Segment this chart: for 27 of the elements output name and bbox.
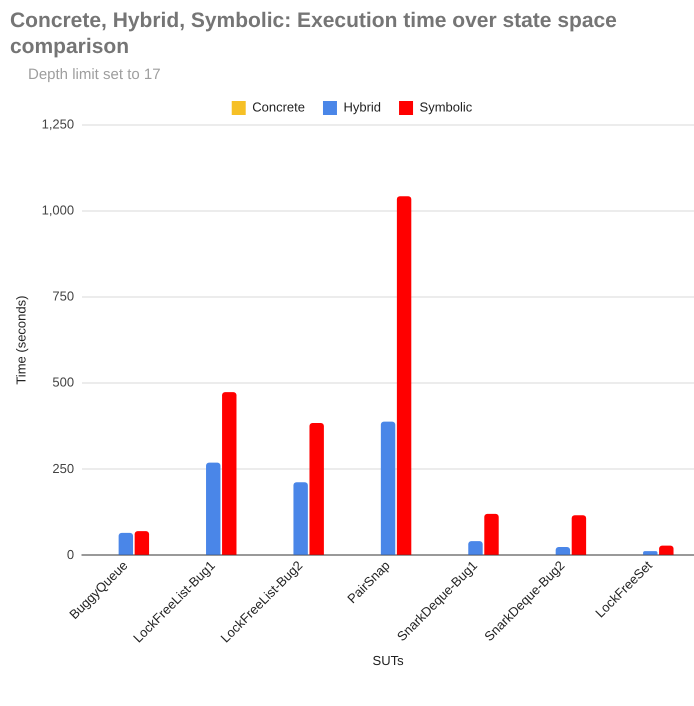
bar [468,541,483,555]
bar [380,422,396,555]
bar [293,482,308,555]
bar [659,546,674,555]
bar [222,392,236,555]
chart-title: Concrete, Hybrid, Symbolic: Execution time over state space comparison [10,8,618,60]
bar [206,462,220,555]
y-axis-title: Time (seconds) [13,296,28,385]
legend-label: Symbolic [420,100,473,115]
x-axis-title: SUTs [372,652,404,668]
legend-label: Concrete [252,100,305,115]
y-tick-label: 500 [52,374,74,390]
y-tick-label: 1,000 [42,202,74,218]
bar [572,515,586,555]
y-tick-label: 250 [52,460,74,476]
legend-label: Hybrid [343,100,382,115]
y-tick-label: 750 [52,288,74,304]
bar [556,546,570,555]
bar [309,423,324,555]
bar [396,196,412,555]
bar [643,551,658,555]
bar [484,514,499,555]
bar [134,531,150,555]
y-tick-label: 0 [66,546,74,562]
bar [118,532,134,555]
chart-subtitle: Depth limit set to 17 [28,66,162,83]
y-tick-label: 1,250 [42,116,74,132]
